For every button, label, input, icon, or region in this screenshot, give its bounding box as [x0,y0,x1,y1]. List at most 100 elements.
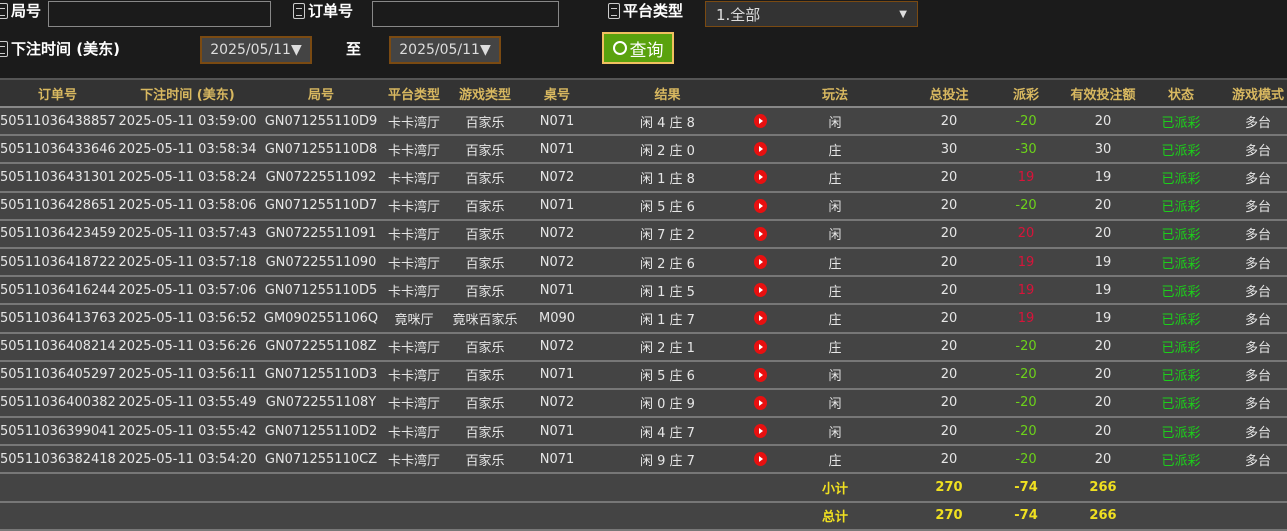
platform-cell: 卡卡湾厅 [382,360,446,390]
valid-bet-cell: 19 [1049,276,1157,306]
empty-cell [382,473,446,503]
platform-cell: 卡卡湾厅 [382,388,446,419]
replay-cell[interactable] [745,107,775,137]
bet-type-cell: 庄 [775,276,895,306]
status-cell: 已派彩 [1157,388,1205,419]
platform-cell: 卡卡湾厅 [382,417,446,447]
result-cell: 闲 4 庄 8 [590,107,745,137]
empty-cell [0,473,115,503]
play-video-icon[interactable] [753,255,767,270]
date-to-picker[interactable]: 2025/05/11▼ [389,36,501,64]
replay-cell[interactable] [745,360,775,390]
platform-cell: 卡卡湾厅 [382,445,446,475]
order-id-cell: 50511036405297 [0,360,116,390]
subtotal-row: 小计 270 -74 266 [0,473,1287,503]
table-row: 50511036405297 2025-05-11 03:56:11 GN07125… [0,360,1287,390]
replay-cell[interactable] [745,191,775,221]
round-id-cell: GN071255110D8 [260,135,382,165]
query-button[interactable]: 查询 [602,32,674,64]
empty-cell [590,501,745,531]
round-id-cell: GN071255110D9 [260,107,382,137]
order-label-text: 订单号 [308,2,354,20]
game-type-cell: 百家乐 [446,163,524,193]
order-id-cell: 50511036400382 [0,388,116,419]
game-type-cell: 百家乐 [446,332,524,362]
play-video-icon[interactable] [753,395,767,410]
play-video-icon[interactable] [753,142,767,157]
payout-cell: 19 [1003,247,1049,278]
play-video-icon[interactable] [753,424,767,439]
game-type-cell: 百家乐 [446,135,524,165]
replay-cell[interactable] [745,332,775,362]
round-id-cell: GN071255110CZ [260,445,382,475]
order-input[interactable] [372,1,559,27]
replay-cell[interactable] [745,445,775,475]
table-no-cell: N071 [524,417,590,447]
dropdown-arrow-icon: ▼ [899,8,907,20]
replay-cell[interactable] [745,388,775,419]
order-id-cell: 50511036416244 [0,276,116,306]
status-cell: 已派彩 [1157,332,1205,362]
bet-time-cell: 2025-05-11 03:54:20 [115,445,260,475]
platform-cell: 卡卡湾厅 [382,276,446,306]
table-no-cell: N071 [524,445,590,475]
game-mode-cell: 多台 [1205,276,1287,306]
play-video-icon[interactable] [753,198,767,213]
table-no-cell: N071 [524,276,590,306]
round-id-cell: GN071255110D3 [260,360,382,390]
query-button-label: 查询 [629,40,664,61]
empty-cell [745,473,775,503]
play-video-icon[interactable] [753,311,767,326]
column-header: 玩法 [775,78,895,108]
play-video-icon[interactable] [753,226,767,241]
result-cell: 闲 5 庄 6 [590,191,745,221]
game-mode-cell: 多台 [1205,388,1287,419]
order-id-cell: 50511036428651 [0,191,116,221]
replay-cell[interactable] [745,247,775,278]
replay-cell[interactable] [745,135,775,165]
status-cell: 已派彩 [1157,276,1205,306]
game-mode-cell: 多台 [1205,219,1287,249]
play-video-icon[interactable] [753,452,767,467]
round-label-text: 局号 [11,2,42,20]
round-id-cell: GN071255110D2 [260,417,382,447]
play-video-icon[interactable] [753,283,767,298]
table-no-cell: N071 [524,135,590,165]
empty-cell [524,501,590,531]
table-no-cell: N072 [524,332,590,362]
game-type-cell: 百家乐 [446,417,524,447]
valid-bet-cell: 19 [1049,247,1157,278]
play-video-icon[interactable] [753,170,767,185]
round-input[interactable] [48,1,271,27]
game-mode-cell: 多台 [1205,135,1287,165]
table-row: 50511036399041 2025-05-11 03:55:42 GN07125… [0,417,1287,447]
bet-time-cell: 2025-05-11 03:57:06 [115,276,260,306]
result-cell: 闲 5 庄 6 [590,360,745,390]
game-type-cell: 百家乐 [446,388,524,419]
date-from-picker[interactable]: 2025/05/11▼ [200,36,312,64]
play-video-icon[interactable] [753,114,767,129]
play-video-icon[interactable] [753,339,767,354]
replay-cell[interactable] [745,219,775,249]
bet-type-cell: 闲 [775,191,895,221]
table-row: 50511036408214 2025-05-11 03:56:26 GN07225… [0,332,1287,362]
total-bet-cell: 20 [895,417,1003,447]
replay-cell[interactable] [745,276,775,306]
platform-label-text: 平台类型 [623,2,684,20]
replay-cell[interactable] [745,304,775,334]
total-row: 总计 270 -74 266 [0,501,1287,531]
total-bet-cell: 30 [895,135,1003,165]
column-header: 下注时间 (美东) [115,78,260,108]
table-no-cell: N071 [524,191,590,221]
bet-time-cell: 2025-05-11 03:59:00 [115,107,260,137]
replay-cell[interactable] [745,163,775,193]
total-bet-cell: 20 [895,332,1003,362]
game-mode-cell: 多台 [1205,332,1287,362]
platform-cell: 竟咪厅 [382,304,446,334]
valid-bet-cell: 20 [1049,360,1157,390]
empty-cell [590,473,745,503]
replay-cell[interactable] [745,417,775,447]
game-type-cell: 竟咪百家乐 [446,304,524,334]
platform-select[interactable]: 1.全部 ▼ [705,1,918,27]
play-video-icon[interactable] [753,367,767,382]
